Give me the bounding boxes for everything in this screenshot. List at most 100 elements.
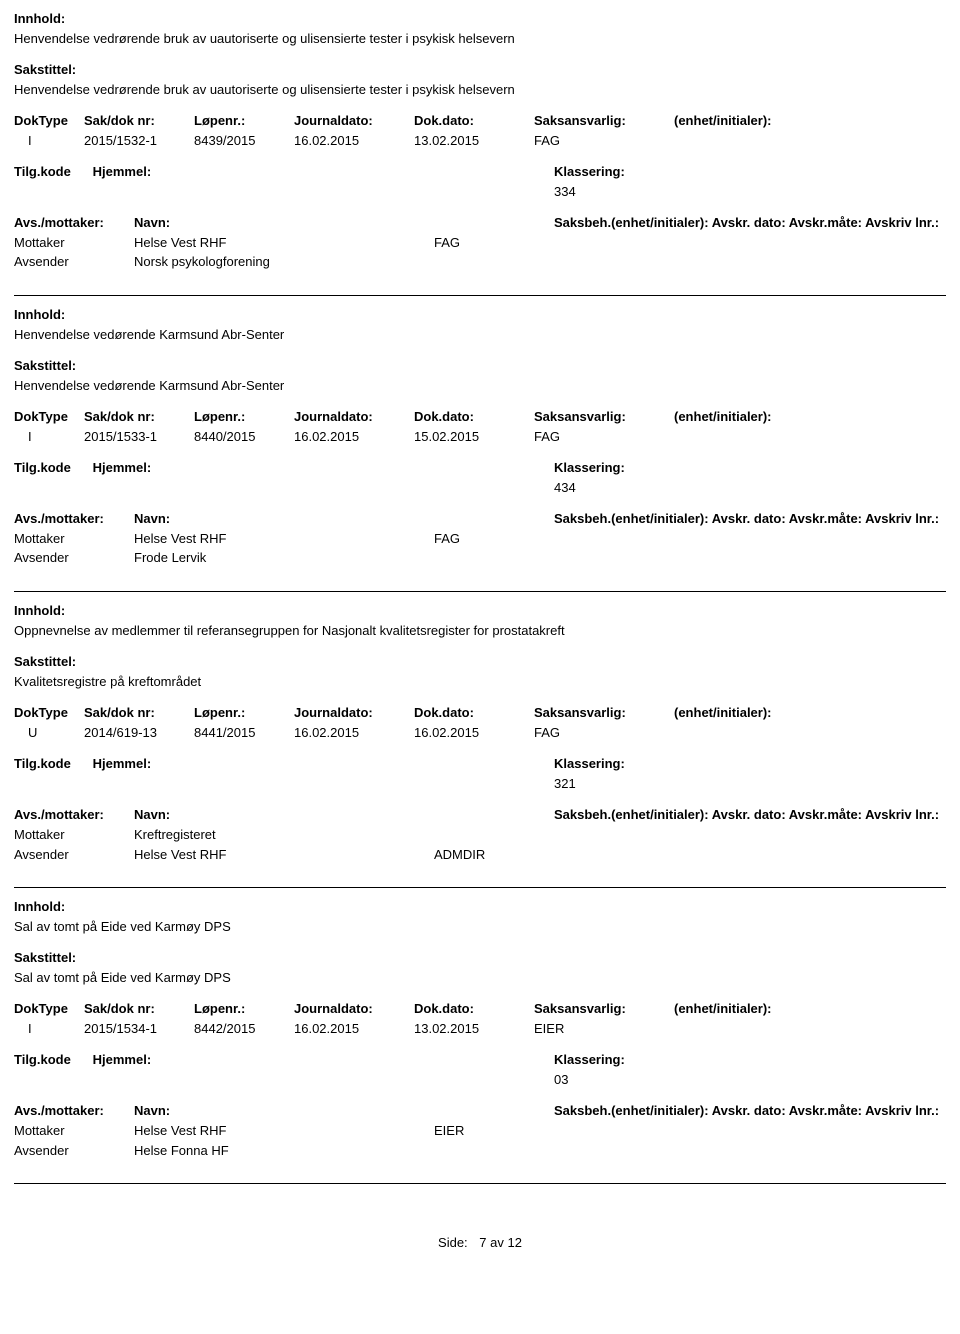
saksbeh-label: Saksbeh.(enhet/initialer): Avskr. dato: … <box>554 214 954 232</box>
avsender-role: Avsender <box>14 253 134 271</box>
klassering-label: Klassering: <box>554 755 946 773</box>
dokdato-value: 13.02.2015 <box>414 132 534 150</box>
dokdato-value: 13.02.2015 <box>414 1020 534 1038</box>
klassering-label: Klassering: <box>554 459 946 477</box>
avsmottaker-label: Avs./mottaker: <box>14 510 134 528</box>
footer-page-number: 7 av 12 <box>479 1235 522 1250</box>
avsender-saksbeh <box>434 253 946 271</box>
avsmottaker-label: Avs./mottaker: <box>14 214 134 232</box>
tilgkode-label: Tilg.kode <box>14 459 89 477</box>
sakstittel-label: Sakstittel: <box>14 654 76 669</box>
journaldato-value: 16.02.2015 <box>294 132 414 150</box>
klassering-label: Klassering: <box>554 1051 946 1069</box>
navn-label: Navn: <box>134 214 434 232</box>
sakstittel-label: Sakstittel: <box>14 358 76 373</box>
lopenr-label: Løpenr.: <box>194 704 294 722</box>
doktype-value: I <box>14 1020 84 1038</box>
avsmottaker-label: Avs./mottaker: <box>14 1102 134 1120</box>
sakdoknr-value: 2015/1534-1 <box>84 1020 194 1038</box>
sakdoknr-value: 2014/619-13 <box>84 724 194 742</box>
sakstittel-label: Sakstittel: <box>14 62 76 77</box>
avsender-saksbeh <box>434 549 946 567</box>
dokdato-label: Dok.dato: <box>414 1000 534 1018</box>
tilgkode-label: Tilg.kode <box>14 1051 89 1069</box>
dokdato-label: Dok.dato: <box>414 704 534 722</box>
klassering-value: 03 <box>554 1071 946 1089</box>
journaldato-label: Journaldato: <box>294 408 414 426</box>
sakstittel-text: Henvendelse vedørende Karmsund Abr-Sente… <box>14 377 946 395</box>
saksansvarlig-value: EIER <box>534 1020 674 1038</box>
journal-entry: Innhold:Oppnevnelse av medlemmer til ref… <box>0 592 960 887</box>
saksbeh-label: Saksbeh.(enhet/initialer): Avskr. dato: … <box>554 806 954 824</box>
footer-side-label: Side: <box>438 1235 468 1250</box>
enhetinitialer-label: (enhet/initialer): <box>674 704 946 722</box>
innhold-label: Innhold: <box>14 11 65 26</box>
saksansvarlig-value: FAG <box>534 132 674 150</box>
lopenr-label: Løpenr.: <box>194 1000 294 1018</box>
sakstittel-label: Sakstittel: <box>14 950 76 965</box>
dokdato-value: 16.02.2015 <box>414 724 534 742</box>
mottaker-saksbeh <box>434 826 946 844</box>
hjemmel-label: Hjemmel: <box>93 756 152 771</box>
journaldato-value: 16.02.2015 <box>294 428 414 446</box>
avsmottaker-label: Avs./mottaker: <box>14 806 134 824</box>
mottaker-name: Helse Vest RHF <box>134 530 434 548</box>
saksbeh-label: Saksbeh.(enhet/initialer): Avskr. dato: … <box>554 510 954 528</box>
tilgkode-label: Tilg.kode <box>14 755 89 773</box>
saksansvarlig-label: Saksansvarlig: <box>534 112 674 130</box>
mottaker-role: Mottaker <box>14 1122 134 1140</box>
mottaker-name: Kreftregisteret <box>134 826 434 844</box>
hjemmel-label: Hjemmel: <box>93 1052 152 1067</box>
klassering-value: 434 <box>554 479 946 497</box>
enhetinitialer-label: (enhet/initialer): <box>674 1000 946 1018</box>
journaldato-label: Journaldato: <box>294 112 414 130</box>
sakdoknr-value: 2015/1533-1 <box>84 428 194 446</box>
navn-label: Navn: <box>134 806 434 824</box>
mottaker-name: Helse Vest RHF <box>134 234 434 252</box>
lopenr-value: 8440/2015 <box>194 428 294 446</box>
innhold-label: Innhold: <box>14 307 65 322</box>
entry-divider <box>14 1183 946 1184</box>
saksansvarlig-value: FAG <box>534 724 674 742</box>
saksbeh-label: Saksbeh.(enhet/initialer): Avskr. dato: … <box>554 1102 954 1120</box>
journal-entry: Innhold: Henvendelse vedrørende bruk av u… <box>0 0 960 295</box>
avsender-name: Helse Vest RHF <box>134 846 434 864</box>
sakstittel-text: Kvalitetsregistre på kreftområdet <box>14 673 946 691</box>
journal-entry: Innhold: Henvendelse vedørende Karmsund A… <box>0 296 960 591</box>
avsender-role: Avsender <box>14 549 134 567</box>
mottaker-name: Helse Vest RHF <box>134 1122 434 1140</box>
avsender-role: Avsender <box>14 846 134 864</box>
doktype-label: DokType <box>14 408 84 426</box>
enhetinitialer-label: (enhet/initialer): <box>674 112 946 130</box>
avsender-name: Helse Fonna HF <box>134 1142 434 1160</box>
entries-container: Innhold: Henvendelse vedrørende bruk av u… <box>0 0 960 1184</box>
saksansvarlig-label: Saksansvarlig: <box>534 704 674 722</box>
saksansvarlig-label: Saksansvarlig: <box>534 408 674 426</box>
lopenr-label: Løpenr.: <box>194 408 294 426</box>
doktype-label: DokType <box>14 112 84 130</box>
avsender-name: Frode Lervik <box>134 549 434 567</box>
lopenr-value: 8441/2015 <box>194 724 294 742</box>
innhold-text: Sal av tomt på Eide ved Karmøy DPS <box>14 918 946 936</box>
mottaker-saksbeh: FAG <box>434 234 946 252</box>
lopenr-value: 8439/2015 <box>194 132 294 150</box>
avsender-role: Avsender <box>14 1142 134 1160</box>
journaldato-value: 16.02.2015 <box>294 1020 414 1038</box>
journaldato-label: Journaldato: <box>294 704 414 722</box>
lopenr-label: Løpenr.: <box>194 112 294 130</box>
dokdato-value: 15.02.2015 <box>414 428 534 446</box>
navn-label: Navn: <box>134 510 434 528</box>
mottaker-saksbeh: FAG <box>434 530 946 548</box>
innhold-text: Oppnevnelse av medlemmer til referansegr… <box>14 622 946 640</box>
journal-entry: Innhold:Sal av tomt på Eide ved Karmøy D… <box>0 888 960 1183</box>
navn-label: Navn: <box>134 1102 434 1120</box>
innhold-text: Henvendelse vedrørende bruk av uautorise… <box>14 30 946 48</box>
dokdato-label: Dok.dato: <box>414 112 534 130</box>
klassering-value: 321 <box>554 775 946 793</box>
page-footer: Side: 7 av 12 <box>0 1234 960 1252</box>
hjemmel-label: Hjemmel: <box>93 460 152 475</box>
klassering-value: 334 <box>554 183 946 201</box>
journaldato-value: 16.02.2015 <box>294 724 414 742</box>
sakstittel-text: Henvendelse vedrørende bruk av uautorise… <box>14 81 946 99</box>
lopenr-value: 8442/2015 <box>194 1020 294 1038</box>
